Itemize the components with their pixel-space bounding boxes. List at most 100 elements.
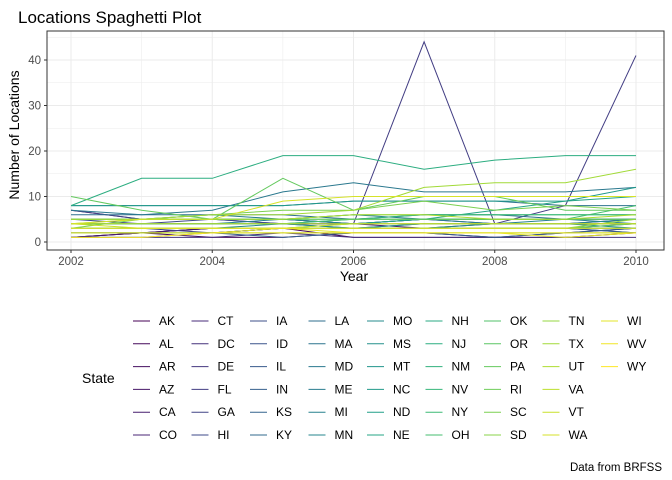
x-axis-title: Year	[340, 268, 369, 284]
x-tick-label: 2008	[482, 256, 508, 268]
legend-item-nj: NJ	[425, 337, 466, 351]
legend-item-wi: WI	[601, 314, 642, 328]
legend: AK AL AR AZ CA CO CT DC DE FL GA HI IA ID IL IN KS KY LA MA…	[133, 314, 646, 442]
legend-item-vt: VT	[542, 405, 585, 419]
legend-item-mi: MI	[308, 405, 348, 419]
legend-label: ND	[393, 405, 411, 419]
legend-label: NE	[393, 428, 410, 442]
legend-item-al: AL	[133, 337, 174, 351]
legend-item-nm: NM	[425, 360, 471, 374]
legend-label: TN	[569, 314, 585, 328]
legend-label: MD	[335, 360, 354, 374]
legend-label: OR	[510, 337, 528, 351]
legend-label: FL	[218, 382, 232, 396]
legend-label: WV	[627, 337, 646, 351]
legend-label: AK	[159, 314, 175, 328]
legend-label: AZ	[159, 382, 174, 396]
legend-item-il: IL	[250, 360, 286, 374]
legend-item-va: VA	[542, 382, 584, 396]
legend-label: NY	[452, 405, 469, 419]
legend-label: UT	[569, 360, 586, 374]
legend-item-ut: UT	[542, 360, 586, 374]
legend-label: ME	[335, 382, 353, 396]
y-tick-label: 40	[28, 55, 41, 67]
legend-item-nd: ND	[367, 405, 411, 419]
legend-label: CT	[218, 314, 235, 328]
legend-label: KS	[276, 405, 292, 419]
legend-item-la: LA	[308, 314, 350, 328]
x-tick-label: 2010	[623, 256, 649, 268]
legend-label: DC	[218, 337, 236, 351]
legend-item-oh: OH	[425, 428, 470, 442]
y-tick-label: 10	[28, 192, 41, 204]
legend-item-dc: DC	[191, 337, 236, 351]
legend-item-nv: NV	[425, 382, 469, 396]
y-axis-title: Number of Locations	[6, 70, 22, 199]
legend-item-nh: NH	[425, 314, 469, 328]
caption: Data from BRFSS	[570, 462, 662, 474]
legend-item-wy: WY	[601, 360, 646, 374]
x-tick-label: 2002	[58, 256, 84, 268]
legend-label: SC	[510, 405, 527, 419]
legend-item-tn: TN	[542, 314, 585, 328]
legend-item-ky: KY	[250, 428, 292, 442]
legend-item-ma: MA	[308, 337, 353, 351]
legend-item-mo: MO	[367, 314, 412, 328]
legend-item-de: DE	[191, 360, 234, 374]
legend-item-ca: CA	[133, 405, 176, 419]
legend-label: WY	[627, 360, 646, 374]
legend-item-ks: KS	[250, 405, 292, 419]
legend-item-ak: AK	[133, 314, 175, 328]
legend-item-ga: GA	[191, 405, 235, 419]
legend-label: CA	[159, 405, 176, 419]
legend-item-wv: WV	[601, 337, 646, 351]
legend-label: NM	[452, 360, 471, 374]
legend-label: OK	[510, 314, 527, 328]
legend-label: LA	[335, 314, 350, 328]
legend-label: WA	[569, 428, 588, 442]
legend-item-ms: MS	[367, 337, 411, 351]
legend-label: MS	[393, 337, 411, 351]
legend-item-fl: FL	[191, 382, 232, 396]
legend-item-id: ID	[250, 337, 288, 351]
legend-title: State	[82, 370, 115, 386]
legend-label: AL	[159, 337, 174, 351]
y-tick-label: 30	[28, 101, 41, 113]
legend-label: IN	[276, 382, 288, 396]
series-line-nj	[70, 155, 636, 207]
legend-item-tx: TX	[542, 337, 584, 351]
legend-item-me: ME	[308, 382, 353, 396]
legend-item-wa: WA	[542, 428, 588, 442]
legend-item-ny: NY	[425, 405, 469, 419]
x-axis-ticks: 2002 2004 2006 2008 2010	[58, 250, 649, 268]
legend-label: OH	[452, 428, 470, 442]
chart-title: Locations Spaghetti Plot	[18, 8, 202, 27]
legend-label: NH	[452, 314, 469, 328]
series-line-wa	[70, 196, 636, 225]
legend-item-ct: CT	[191, 314, 235, 328]
legend-item-sd: SD	[484, 428, 527, 442]
legend-item-sc: SC	[484, 405, 527, 419]
legend-item-ok: OK	[484, 314, 527, 328]
legend-label: KY	[276, 428, 292, 442]
series-line-dc	[71, 232, 636, 238]
legend-label: IA	[276, 314, 287, 328]
legend-label: MT	[393, 360, 411, 374]
legend-label: NV	[452, 382, 469, 396]
legend-label: WI	[627, 314, 642, 328]
y-tick-label: 20	[28, 146, 41, 158]
legend-label: CO	[159, 428, 177, 442]
legend-label: MO	[393, 314, 412, 328]
legend-label: MI	[335, 405, 348, 419]
legend-item-or: OR	[484, 337, 528, 351]
legend-item-ri: RI	[484, 382, 522, 396]
legend-item-co: CO	[133, 428, 177, 442]
legend-label: IL	[276, 360, 286, 374]
legend-item-ar: AR	[133, 360, 176, 374]
plot-border	[46, 30, 665, 251]
y-tick-label: 0	[35, 237, 41, 249]
legend-item-az: AZ	[133, 382, 174, 396]
legend-item-nc: NC	[367, 382, 411, 396]
legend-label: RI	[510, 382, 522, 396]
